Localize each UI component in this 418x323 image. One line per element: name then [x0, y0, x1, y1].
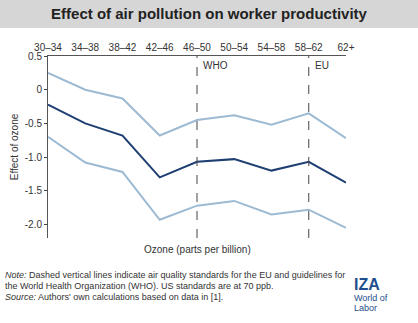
svg-text:-2.0: -2.0 — [25, 219, 43, 230]
svg-text:42–46: 42–46 — [146, 42, 174, 53]
html-text:World of Labor: World of Labor — [354, 293, 388, 313]
svg-text:0.5: 0.5 — [28, 51, 42, 62]
svg-text:62+: 62+ — [338, 42, 355, 53]
svg-text:38–42: 38–42 — [109, 42, 137, 53]
html-text:Note: Dashed vertical lines in: Note: Dashed vertical lines indicate air… — [5, 270, 346, 291]
svg-text:0: 0 — [36, 84, 42, 95]
svg-text:46–50: 46–50 — [183, 42, 211, 53]
svg-text:WHO: WHO — [203, 60, 228, 71]
html-text:Effect of air pollution on wor: Effect of air pollution on worker produc… — [51, 5, 367, 22]
svg-text:34–38: 34–38 — [71, 42, 99, 53]
svg-text:-1.5: -1.5 — [25, 185, 43, 196]
svg-text:58–62: 58–62 — [295, 42, 323, 53]
html-text:IZA: IZA — [354, 276, 380, 293]
svg-text:-1.0: -1.0 — [25, 152, 43, 163]
svg-text:54–58: 54–58 — [258, 42, 286, 53]
svg-text:Effect of ozone: Effect of ozone — [9, 113, 20, 180]
svg-text:Ozone (parts per billion): Ozone (parts per billion) — [144, 244, 251, 255]
svg-text:EU: EU — [315, 60, 329, 71]
svg-text:30–34: 30–34 — [34, 42, 62, 53]
svg-text:-0.5: -0.5 — [25, 118, 43, 129]
svg-text:50–54: 50–54 — [220, 42, 248, 53]
html-text:Source: Authors' own calculati: Source: Authors' own calculations based … — [5, 292, 224, 302]
